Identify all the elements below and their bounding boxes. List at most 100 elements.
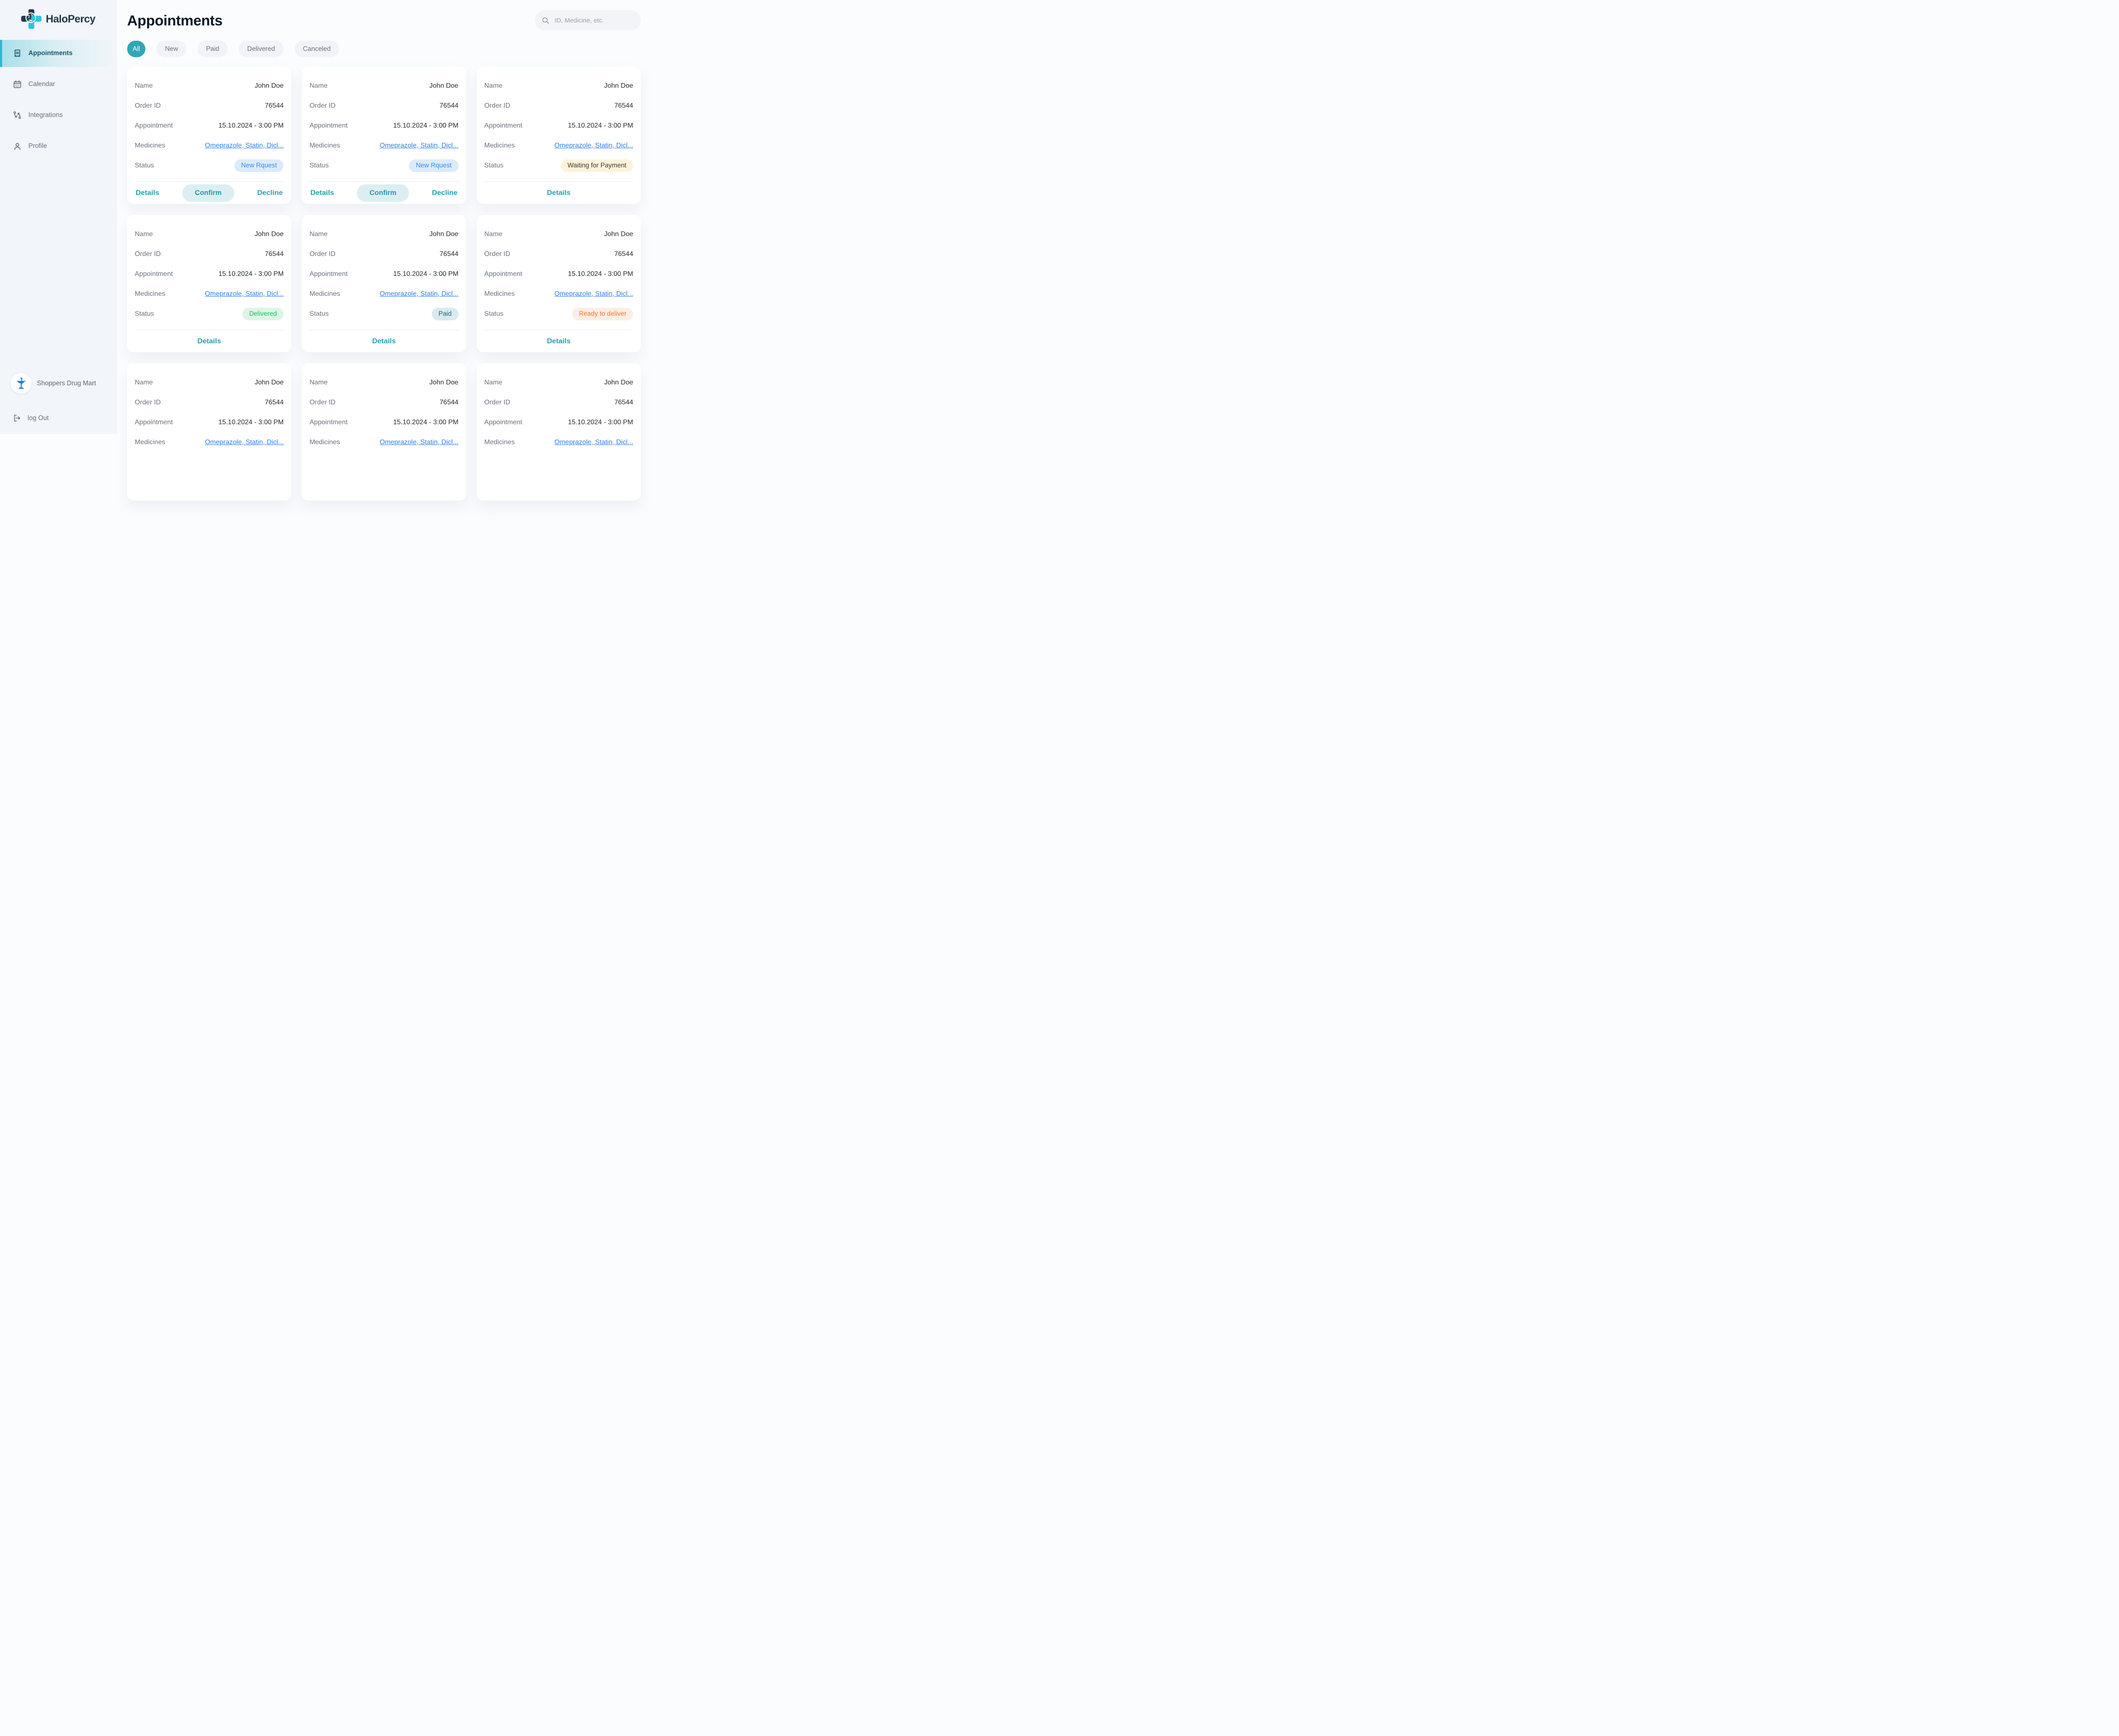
card-row: Order ID 76544: [484, 96, 633, 116]
sidebar-item-label: Profile: [28, 142, 47, 150]
sidebar-item-label: Integrations: [28, 111, 63, 119]
patient-name: John Doe: [254, 378, 284, 386]
details-button[interactable]: Details: [372, 337, 396, 345]
patient-name: John Doe: [604, 82, 634, 89]
row-label: Order ID: [484, 250, 510, 258]
card-row: Order ID 76544: [484, 392, 633, 412]
brand-name: HaloPercy: [46, 13, 95, 25]
status-badge: Delivered: [242, 307, 284, 320]
appointment-datetime: 15.10.2024 - 3:00 PM: [218, 418, 284, 426]
row-label: Appointment: [135, 122, 173, 129]
medicines-link[interactable]: Omeprazole, Statin, Dicl...: [554, 142, 633, 149]
appointment-card: Name John Doe Order ID 76544 Appointment 15.1…: [127, 363, 292, 501]
card-divider: [309, 181, 459, 182]
card-row: Name John Doe: [484, 373, 633, 392]
filter-chip-all[interactable]: All: [127, 41, 146, 57]
card-row: Appointment 15.10.2024 - 3:00 PM: [484, 116, 633, 136]
card-row: Appointment 15.10.2024 - 3:00 PM: [484, 264, 633, 284]
medicines-link[interactable]: Omeprazole, Statin, Dicl...: [554, 290, 633, 298]
card-row: Status New Rquest: [309, 156, 459, 175]
row-label: Order ID: [309, 398, 336, 406]
filter-chip-new[interactable]: New: [156, 41, 187, 57]
row-label: Name: [484, 82, 503, 89]
decline-button[interactable]: Decline: [257, 189, 283, 197]
profile-icon: [13, 142, 22, 151]
medicines-link[interactable]: Omeprazole, Statin, Dicl...: [379, 290, 459, 298]
card-row: Status Delivered: [135, 304, 284, 324]
card-row: Appointment 15.10.2024 - 3:00 PM: [309, 412, 458, 432]
search-input[interactable]: [554, 16, 634, 25]
confirm-button[interactable]: Confirm: [182, 184, 234, 202]
card-row: Order ID 76544: [309, 392, 458, 412]
patient-name: John Doe: [604, 378, 634, 386]
order-id: 76544: [264, 250, 284, 258]
card-divider: [135, 181, 284, 182]
sidebar-item-appointments[interactable]: Appointments: [0, 40, 116, 67]
medicines-link[interactable]: Omeprazole, Statin, Dicl...: [205, 290, 284, 298]
details-button[interactable]: Details: [310, 189, 334, 197]
filter-chip-canceled[interactable]: Canceled: [294, 41, 339, 57]
card-row: Name John Doe: [135, 373, 284, 392]
order-id: 76544: [439, 398, 459, 406]
card-row: Medicines Omeprazole, Statin, Dicl...: [309, 432, 458, 452]
details-button[interactable]: Details: [197, 337, 221, 345]
row-label: Name: [135, 230, 153, 238]
order-id: 76544: [614, 102, 634, 109]
row-label: Status: [309, 310, 329, 317]
card-row: Status Paid: [309, 304, 459, 324]
sidebar-item-calendar[interactable]: Calendar: [0, 72, 116, 96]
filter-chip-delivered[interactable]: Delivered: [239, 41, 284, 57]
row-label: Order ID: [135, 398, 161, 406]
patient-name: John Doe: [254, 82, 284, 89]
appointment-datetime: 15.10.2024 - 3:00 PM: [393, 122, 459, 129]
card-row: Order ID 76544: [309, 244, 458, 264]
sidebar-item-integrations[interactable]: Integrations: [0, 103, 116, 127]
brand: HaloPercy: [0, 7, 116, 31]
row-label: Appointment: [135, 270, 173, 278]
card-row: Medicines Omeprazole, Statin, Dicl...: [309, 136, 458, 156]
row-label: Order ID: [135, 250, 161, 258]
details-button[interactable]: Details: [547, 189, 571, 197]
card-row: Order ID 76544: [135, 96, 284, 116]
row-label: Appointment: [135, 418, 173, 426]
status-badge: New Rquest: [409, 159, 459, 172]
medicines-link[interactable]: Omeprazole, Statin, Dicl...: [205, 142, 284, 149]
search-icon: [542, 17, 550, 25]
card-divider: [484, 181, 633, 182]
medicines-link[interactable]: Omeprazole, Statin, Dicl...: [205, 438, 284, 446]
patient-name: John Doe: [254, 230, 284, 238]
appointment-cards-grid: Name John Doe Order ID 76544 Appointment 15.1…: [127, 67, 641, 501]
row-label: Medicines: [309, 142, 340, 149]
row-label: Status: [309, 161, 329, 169]
sidebar-nav: Appointments Calendar Integrations Profile: [0, 40, 116, 158]
row-label: Medicines: [484, 290, 515, 298]
row-label: Appointment: [309, 122, 348, 129]
logout-button[interactable]: log Out: [13, 414, 49, 423]
order-id: 76544: [439, 102, 459, 109]
search-box[interactable]: [535, 10, 641, 31]
card-footer: Details Confirm Decline: [135, 182, 284, 204]
card-row: Appointment 15.10.2024 - 3:00 PM: [484, 412, 633, 432]
decline-button[interactable]: Decline: [432, 189, 458, 197]
details-button[interactable]: Details: [547, 337, 571, 345]
row-label: Order ID: [484, 398, 510, 406]
appointment-datetime: 15.10.2024 - 3:00 PM: [568, 270, 633, 278]
status-badge: New Rquest: [234, 159, 284, 172]
row-label: Name: [309, 82, 328, 89]
filter-chip-paid[interactable]: Paid: [197, 41, 228, 57]
details-button[interactable]: Details: [136, 189, 159, 197]
medicines-link[interactable]: Omeprazole, Statin, Dicl...: [379, 438, 459, 446]
sidebar: HaloPercy Appointments Calendar Integratio…: [0, 0, 117, 434]
integrations-icon: [13, 111, 22, 120]
medicines-link[interactable]: Omeprazole, Statin, Dicl...: [554, 438, 633, 446]
sidebar-item-label: Calendar: [28, 81, 55, 88]
confirm-button[interactable]: Confirm: [357, 184, 409, 202]
medicines-link[interactable]: Omeprazole, Statin, Dicl...: [379, 142, 459, 149]
filter-chips: All New Paid Delivered Canceled: [127, 41, 641, 57]
card-footer: Details: [135, 330, 284, 352]
card-row: Name John Doe: [135, 76, 284, 96]
card-row: Order ID 76544: [135, 244, 284, 264]
row-label: Name: [484, 230, 503, 238]
appointment-card: Name John Doe Order ID 76544 Appointment 15.1…: [127, 67, 292, 204]
sidebar-item-profile[interactable]: Profile: [0, 134, 116, 158]
